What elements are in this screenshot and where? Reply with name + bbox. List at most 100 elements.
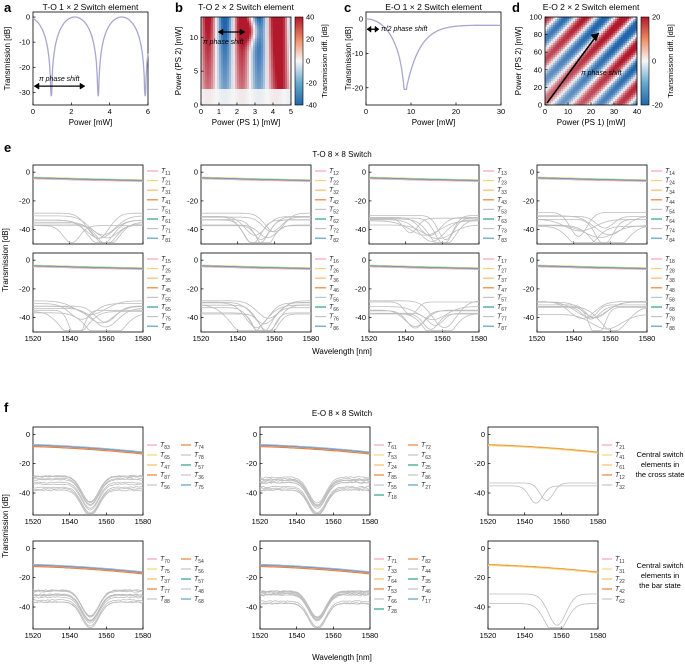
panel-b-heat-cell <box>287 65 290 68</box>
panel-b-heat-cell <box>213 93 216 96</box>
panel-b-heat-cell <box>251 75 254 78</box>
panel-b-heat-cell <box>227 51 230 54</box>
panel-b-heat-cell <box>263 25 266 28</box>
panel-d-heat-cell <box>627 21 630 24</box>
panel-d-heat-cell <box>547 93 550 96</box>
panel-d-heat-cell <box>599 87 602 90</box>
panel-e-7-legend-label: T27 <box>497 266 507 275</box>
panel-d-heat-cell <box>633 21 636 24</box>
panel-b-heat-cell <box>247 27 250 30</box>
panel-e-2-legend-label: T52 <box>329 206 339 215</box>
panel-d-heat-cell <box>545 55 548 58</box>
panel-d-heat-cell <box>609 29 612 32</box>
panel-b-heat-cell <box>233 69 236 72</box>
panel-b-heat-cell <box>251 17 254 20</box>
panel-d-heat-cell <box>621 101 624 104</box>
panel-b-heat-cell <box>225 85 228 88</box>
panel-b-heat-cell <box>243 23 246 26</box>
panel-b-heat-cell <box>235 23 238 26</box>
panel-d-heat-cell <box>603 35 606 38</box>
panel-b-heat-cell <box>215 61 218 64</box>
panel-d-heat-cell <box>627 27 630 30</box>
panel-d-heat-cell <box>597 23 600 26</box>
panel-b-heat-cell <box>259 37 262 40</box>
panel-d-heat-cell <box>573 79 576 82</box>
panel-d-heat-cell <box>577 103 580 105</box>
panel-d-heat-cell <box>611 25 614 28</box>
panel-b-heat-cell <box>241 101 244 104</box>
panel-d-heat-cell <box>615 89 618 92</box>
panel-d-heat-cell <box>575 79 578 82</box>
panel-b-heat-cell <box>219 79 222 82</box>
panel-d-heat-cell <box>627 33 630 36</box>
panel-d-heat-cell <box>599 83 602 86</box>
panel-b-heat-cell <box>257 79 260 82</box>
panel-b-heat-cell <box>209 33 212 36</box>
panel-d-heat-cell <box>581 81 584 84</box>
panel-b-heat-cell <box>253 21 256 24</box>
panel-d-heat-cell <box>585 93 588 96</box>
panel-b-heat-cell <box>273 19 276 22</box>
panel-b-heat-cell <box>289 59 291 62</box>
panel-b-heat-cell <box>269 49 272 52</box>
panel-b-heat-cell <box>279 71 282 74</box>
panel-d-heat-cell <box>609 35 612 38</box>
panel-b-heat-cell <box>273 21 276 24</box>
panel-d-heat-cell <box>633 89 636 92</box>
panel-d-heat-cell <box>565 89 568 92</box>
panel-d-heat-cell <box>631 29 634 32</box>
panel-d-heat-cell <box>617 77 620 80</box>
panel-d-heat-cell <box>577 71 580 74</box>
panel-b-heat-cell <box>225 23 228 26</box>
panel-b-heat-cell <box>203 69 206 72</box>
panel-b-heat-cell <box>247 101 250 104</box>
panel-d-heat-cell <box>625 29 628 32</box>
panel-b-heat-cell <box>265 89 268 92</box>
panel-d-heat-cell <box>561 55 564 58</box>
panel-e-6-legend-label: T76 <box>329 314 339 323</box>
panel-b-heat-cell <box>277 29 280 32</box>
panel-d-heat-cell <box>617 51 620 54</box>
panel-d-heat-cell <box>587 89 590 92</box>
panel-b-heat-cell <box>251 91 254 94</box>
panel-e-6-crosstalk-curve <box>201 302 311 329</box>
panel-f-4-legend-label: T57 <box>194 576 204 585</box>
panel-d-heat-cell <box>567 61 570 64</box>
panel-d-heat-cell <box>619 73 622 76</box>
panel-b-heat-cell <box>235 79 238 82</box>
panel-d-heat-cell <box>559 29 562 32</box>
panel-b-heat-cell <box>279 19 282 22</box>
panel-b-heat-cell <box>205 101 208 104</box>
panel-d-heat-cell <box>589 73 592 76</box>
panel-b-heat-cell <box>265 85 268 88</box>
panel-b-heat-cell <box>249 61 252 64</box>
panel-b-heat-cell <box>289 23 291 26</box>
panel-f-row-label: Central switch <box>636 450 683 459</box>
panel-d-heat-cell <box>559 35 562 38</box>
panel-d-heat-cell <box>579 17 582 20</box>
panel-b-heat-cell <box>275 29 278 32</box>
panel-b-heat-cell <box>269 45 272 48</box>
panel-b-heat-cell <box>227 65 230 68</box>
panel-b-heat-cell <box>235 27 238 30</box>
panel-d-heat-cell <box>569 61 572 64</box>
panel-b-heat-cell <box>203 21 206 24</box>
panel-d-heat-cell <box>589 39 592 42</box>
panel-d-heat-cell <box>595 89 598 92</box>
panel-b-heat-cell <box>287 43 290 46</box>
panel-b-heat-cell <box>259 103 262 105</box>
panel-d-heat-cell <box>581 51 584 54</box>
panel-d-heat-cell <box>547 89 550 92</box>
panel-d-heat-cell <box>549 17 552 20</box>
panel-d-heat-cell <box>623 27 626 30</box>
panel-b-heat-cell <box>289 31 291 34</box>
panel-d-heat-cell <box>603 95 606 98</box>
panel-b-heat-cell <box>207 31 210 34</box>
panel-b-heat-cell <box>231 67 234 70</box>
panel-b-heat-cell <box>287 59 290 62</box>
panel-b-heat-cell <box>235 45 238 48</box>
panel-d-heat-cell <box>631 43 634 46</box>
panel-b-heat-cell <box>239 27 242 30</box>
panel-d-heat-cell <box>625 77 628 80</box>
panel-d-heat-cell <box>597 73 600 76</box>
